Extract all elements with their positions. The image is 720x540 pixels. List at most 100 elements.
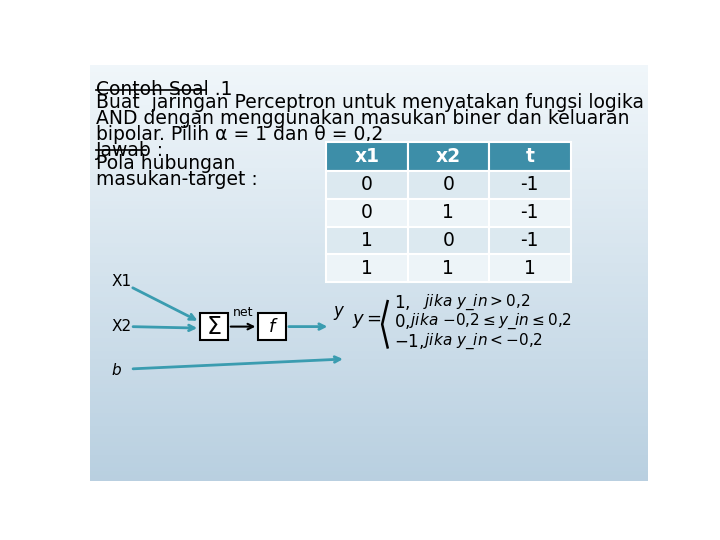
Bar: [326, 254, 408, 282]
Bar: [90, 327, 648, 331]
Bar: [489, 171, 570, 199]
Bar: [90, 219, 648, 223]
Bar: [90, 173, 648, 177]
Bar: [489, 226, 570, 254]
Bar: [90, 402, 648, 406]
Bar: [90, 364, 648, 368]
Bar: [90, 127, 648, 131]
Bar: [90, 268, 648, 273]
Text: bipolar. Pilih α = 1 dan θ = 0,2: bipolar. Pilih α = 1 dan θ = 0,2: [96, 125, 384, 144]
Bar: [90, 181, 648, 185]
Bar: [90, 377, 648, 381]
Bar: [90, 439, 648, 443]
Bar: [90, 111, 648, 114]
Bar: [90, 102, 648, 106]
Text: 0: 0: [443, 231, 454, 250]
Bar: [90, 285, 648, 289]
Text: -1: -1: [521, 176, 539, 194]
Bar: [90, 198, 648, 202]
Bar: [90, 381, 648, 385]
Text: Buat  jaringan Perceptron untuk menyatakan fungsi logika: Buat jaringan Perceptron untuk menyataka…: [96, 92, 644, 112]
Text: x2: x2: [436, 147, 461, 166]
Bar: [90, 302, 648, 306]
Bar: [90, 114, 648, 119]
Bar: [90, 82, 648, 85]
Bar: [90, 460, 648, 464]
Bar: [90, 393, 648, 397]
Bar: [90, 373, 648, 377]
Bar: [408, 171, 489, 199]
Bar: [90, 468, 648, 472]
Bar: [90, 447, 648, 451]
Bar: [90, 389, 648, 393]
Bar: [90, 239, 648, 244]
Bar: [90, 190, 648, 194]
Bar: [90, 418, 648, 422]
Bar: [90, 464, 648, 468]
Bar: [90, 368, 648, 373]
Text: $0,$: $0,$: [394, 312, 410, 330]
Bar: [90, 98, 648, 102]
Bar: [90, 123, 648, 127]
Bar: [90, 244, 648, 248]
Text: t: t: [526, 147, 534, 166]
Bar: [90, 177, 648, 181]
Bar: [90, 148, 648, 152]
Text: X1: X1: [112, 274, 132, 289]
Bar: [90, 435, 648, 439]
Text: $jika\ y\_in > 0{,}2$: $jika\ y\_in > 0{,}2$: [423, 293, 531, 313]
Text: 1: 1: [443, 259, 454, 278]
Bar: [90, 265, 648, 268]
Bar: [90, 360, 648, 364]
Bar: [90, 144, 648, 148]
Bar: [90, 256, 648, 260]
Bar: [90, 152, 648, 156]
Bar: [489, 199, 570, 226]
Bar: [326, 142, 408, 171]
Bar: [90, 385, 648, 389]
Bar: [90, 298, 648, 302]
Bar: [90, 472, 648, 476]
Text: 0: 0: [361, 176, 373, 194]
Text: AND dengan menggunakan masukan biner dan keluaran: AND dengan menggunakan masukan biner dan…: [96, 109, 630, 127]
Bar: [90, 156, 648, 160]
Text: -1: -1: [521, 231, 539, 250]
Text: 0: 0: [361, 203, 373, 222]
Bar: [90, 65, 648, 69]
Bar: [90, 69, 648, 73]
Bar: [90, 160, 648, 165]
Bar: [90, 73, 648, 77]
Text: f: f: [269, 318, 275, 335]
Bar: [90, 260, 648, 265]
Bar: [90, 443, 648, 447]
Bar: [90, 431, 648, 435]
Bar: [90, 248, 648, 252]
Bar: [408, 226, 489, 254]
Text: $jika\ y\_in < {-}0{,}2$: $jika\ y\_in < {-}0{,}2$: [423, 332, 544, 351]
Text: net: net: [233, 306, 253, 319]
Bar: [90, 202, 648, 206]
Bar: [90, 406, 648, 410]
Text: X2: X2: [112, 319, 132, 334]
Text: 0: 0: [443, 176, 454, 194]
Text: -1: -1: [521, 203, 539, 222]
Bar: [90, 131, 648, 136]
Bar: [90, 252, 648, 256]
Bar: [90, 289, 648, 294]
Bar: [90, 451, 648, 456]
Bar: [90, 456, 648, 460]
Bar: [90, 119, 648, 123]
Text: $\Sigma$: $\Sigma$: [206, 315, 222, 339]
Bar: [90, 397, 648, 402]
Bar: [90, 85, 648, 90]
Bar: [90, 185, 648, 190]
Bar: [90, 414, 648, 418]
Text: 1: 1: [443, 203, 454, 222]
Text: 1: 1: [524, 259, 536, 278]
Bar: [90, 214, 648, 219]
FancyBboxPatch shape: [200, 313, 228, 340]
Bar: [90, 335, 648, 339]
Bar: [326, 226, 408, 254]
Bar: [90, 231, 648, 235]
Text: b: b: [112, 363, 122, 378]
